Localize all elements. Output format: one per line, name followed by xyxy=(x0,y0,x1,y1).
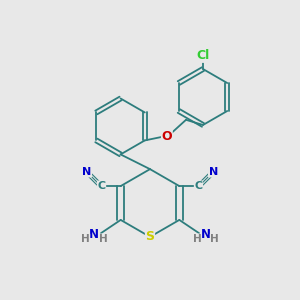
Text: Cl: Cl xyxy=(196,49,210,62)
Text: H: H xyxy=(99,234,107,244)
Text: O: O xyxy=(162,130,172,142)
Text: C: C xyxy=(98,181,106,191)
Text: H: H xyxy=(81,234,90,244)
Text: S: S xyxy=(146,230,154,243)
Text: H: H xyxy=(210,234,219,244)
Text: H: H xyxy=(193,234,201,244)
Text: N: N xyxy=(82,167,92,177)
Text: C: C xyxy=(194,181,202,191)
Text: N: N xyxy=(201,228,211,241)
Text: N: N xyxy=(89,228,99,241)
Text: N: N xyxy=(208,167,218,177)
